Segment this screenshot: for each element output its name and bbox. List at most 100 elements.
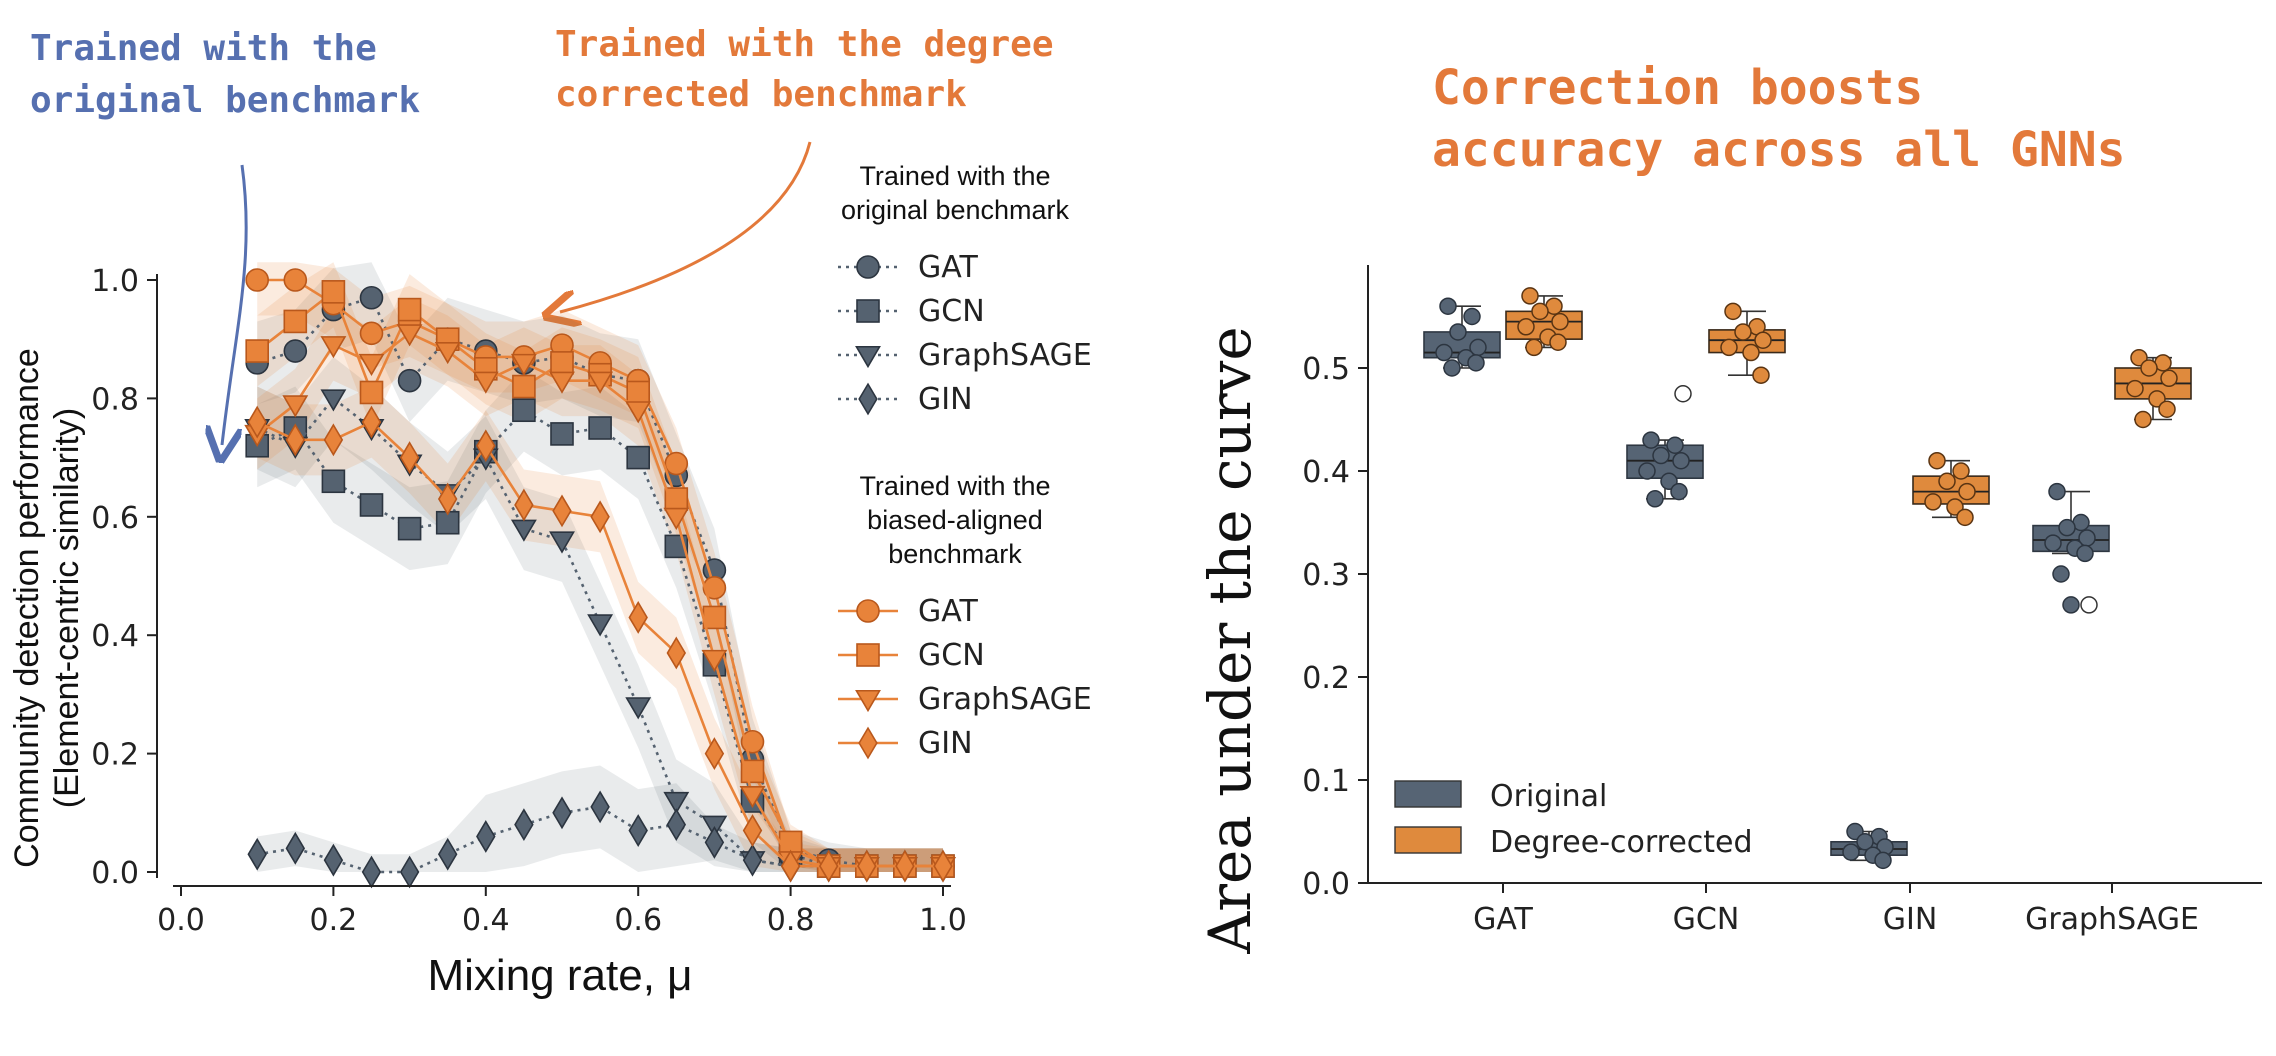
annotation-corrected-arrow	[560, 141, 812, 312]
data-point-gcn	[588, 416, 612, 440]
right-legend: Original Degree-corrected	[1394, 779, 1753, 860]
data-point-gcn	[283, 309, 308, 334]
data-point-gcn	[512, 398, 536, 423]
legend-title: biased-aligned	[867, 505, 1043, 535]
data-point-graphsage	[739, 785, 766, 809]
data-point-gin	[285, 423, 306, 457]
data-point-gcn	[321, 280, 346, 304]
annotation-conclusion: Correction boosts accuracy across all GN…	[1432, 60, 2126, 178]
annotation-original-line1: Trained with the	[30, 28, 377, 69]
box-data-point	[1642, 431, 1660, 449]
box-data-point	[1672, 451, 1690, 470]
legend-marker-gcn	[856, 643, 880, 667]
legend-label-corrected: Degree-corrected	[1490, 825, 1753, 860]
left-y-axis-label-line2: (Element-centric similarity)	[48, 408, 86, 809]
data-point-gcn	[397, 297, 422, 322]
annotation-conclusion-line2: accuracy across all GNNs	[1432, 122, 2126, 178]
data-point-gin	[704, 825, 725, 859]
box-data-point	[2158, 400, 2176, 418]
box-data-point	[2062, 596, 2080, 614]
right-x-tick-label: GAT	[1473, 902, 1533, 937]
left-series-lines	[244, 268, 956, 889]
annotation-corrected-line2: corrected benchmark	[555, 74, 967, 115]
box-data-point	[1652, 446, 1670, 465]
data-point-gin	[552, 796, 572, 830]
right-y-tick-label: 0.2	[1302, 661, 1350, 696]
left-x-tick-label: 0.6	[614, 903, 662, 938]
right-box-chart: 0.0 0.1 0.2 0.3 0.4 0.5 GAT GCN GIN GraphSAGE Ori…	[1196, 265, 2262, 955]
data-point-gcn	[359, 380, 384, 405]
data-point-graphsage	[587, 614, 614, 637]
data-point-gat	[702, 576, 727, 600]
data-point-graphsage	[510, 353, 537, 377]
legend-swatch-original	[1394, 780, 1462, 808]
legend-label-graphsage: GraphSAGE	[918, 338, 1092, 373]
data-point-gin	[857, 849, 877, 883]
data-point-gin	[514, 488, 534, 522]
box-data-point	[1463, 307, 1481, 326]
data-point-gin	[323, 843, 344, 877]
legend-marker-gat	[856, 255, 880, 279]
box-data-point	[2160, 369, 2178, 388]
data-point-graphsage	[625, 697, 652, 720]
legend-label-gat: GAT	[918, 594, 978, 629]
box-gat-corrected	[1505, 287, 1583, 357]
box-data-point	[1439, 297, 1457, 315]
data-point-gin	[323, 423, 344, 457]
data-point-gin	[628, 601, 648, 634]
box-data-point	[1874, 851, 1892, 870]
data-point-gcn	[321, 469, 346, 494]
box-data-point	[1754, 331, 1772, 349]
annotation-original: Trained with the original benchmark	[30, 28, 420, 445]
legend-marker-graphsage	[855, 689, 881, 713]
legend-title: Trained with the	[859, 161, 1050, 191]
left-x-tick-label: 1.0	[919, 903, 967, 938]
box-data-point	[1449, 323, 1467, 341]
data-point-gat	[359, 321, 384, 346]
right-y-tick-label: 0.3	[1302, 558, 1350, 593]
legend-label-original: Original	[1490, 779, 1607, 814]
data-point-gin	[399, 441, 420, 475]
data-point-graphsage	[663, 791, 690, 815]
data-point-graphsage	[587, 371, 614, 394]
box-data-point	[1666, 436, 1684, 454]
legend-title: benchmark	[888, 539, 1022, 569]
data-point-gin	[742, 814, 763, 847]
data-point-gcn	[550, 422, 574, 446]
box-data-point	[1517, 318, 1535, 336]
right-axes: 0.0 0.1 0.2 0.3 0.4 0.5 GAT GCN GIN GraphSAGE	[1302, 265, 2262, 937]
left-line-chart: 0.0 0.2 0.4 0.6 0.8 1.0 0.0 0.2 0.4 0.6 0.8 1.0 Tra…	[8, 161, 1092, 1000]
data-point-gin	[476, 429, 496, 463]
data-point-gin	[704, 737, 725, 771]
data-point-gin	[780, 849, 801, 883]
box-data-point	[1443, 359, 1461, 377]
legend-marker-gin	[858, 726, 878, 760]
data-point-graphsage	[358, 353, 385, 377]
box-outlier	[1674, 385, 1692, 403]
legend-label-gat: GAT	[918, 250, 978, 285]
box-data-point	[1752, 366, 1770, 384]
left-y-tick-label: 0.0	[91, 856, 139, 891]
annotation-conclusion-line1: Correction boosts	[1432, 60, 1923, 116]
data-point-graphsage	[701, 649, 728, 673]
box-gin-original	[1830, 822, 1908, 870]
left-y-tick-label: 0.8	[91, 382, 139, 417]
data-point-gin	[933, 849, 953, 883]
data-point-gin	[514, 808, 534, 842]
confidence-band-gin	[257, 386, 943, 872]
legend-title: original benchmark	[841, 195, 1070, 225]
data-point-gin	[476, 820, 496, 853]
left-legend: Trained with the original benchmark GAT GCN…	[838, 161, 1092, 761]
box-data-point	[2058, 518, 2076, 537]
data-point-graphsage	[625, 401, 652, 424]
box-data-point	[2140, 359, 2158, 377]
data-point-gcn	[550, 351, 574, 375]
box-data-point	[1958, 482, 1976, 501]
box-graphsage-corrected	[2114, 348, 2192, 429]
box-data-point	[1521, 287, 1539, 305]
box-data-point	[1670, 482, 1688, 501]
annotation-original-arrow	[222, 164, 248, 445]
annotation-original-line2: original benchmark	[30, 80, 420, 121]
box-data-point	[1928, 451, 1946, 470]
data-point-gin	[628, 814, 648, 847]
